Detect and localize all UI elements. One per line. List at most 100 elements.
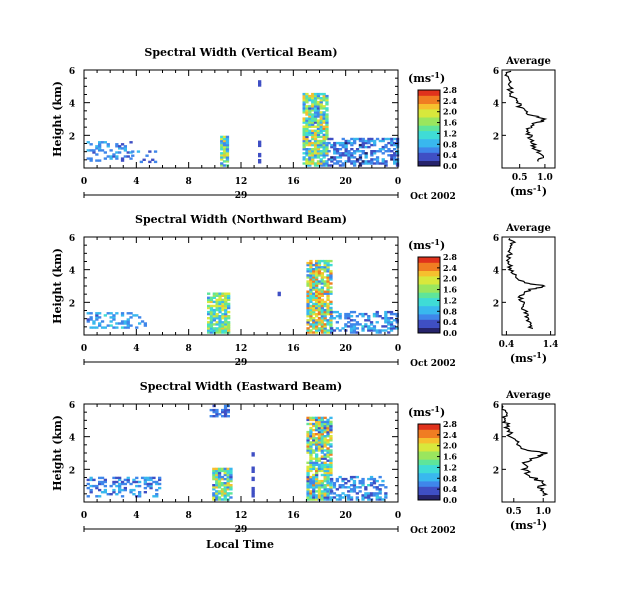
heatmap-cell (358, 162, 363, 165)
heatmap-cell (305, 133, 309, 137)
heatmap-cell (320, 276, 324, 279)
heatmap-cell (312, 298, 316, 302)
heatmap-cell (325, 113, 329, 116)
heatmap-cell (115, 145, 119, 148)
heatmap-cell (302, 162, 306, 165)
heatmap-cell (138, 484, 142, 488)
heatmap-cell (353, 164, 357, 167)
heatmap-cell (361, 484, 365, 487)
heatmap-cell (309, 437, 313, 440)
average-frame (501, 69, 556, 169)
heatmap-cell (311, 135, 315, 139)
heatmap-cell (217, 473, 222, 477)
heatmap-cell (225, 152, 230, 155)
heatmap-cell (223, 498, 227, 501)
heatmap-cell (309, 443, 313, 446)
heatmap-cell (312, 443, 316, 446)
heatmap-cell (316, 162, 321, 165)
heatmap-cell (375, 160, 380, 163)
heatmap-cell (123, 326, 127, 329)
heatmap-cell (305, 152, 309, 155)
colorbar-swatch (418, 445, 440, 449)
heatmap-cell (312, 284, 316, 287)
heatmap-cell (109, 312, 113, 315)
heatmap-cell (212, 312, 216, 316)
heatmap-cell (95, 159, 99, 162)
heatmap-cell (312, 496, 316, 499)
heatmap-cell (308, 148, 312, 151)
heatmap-cell (305, 158, 309, 161)
heatmap-cell (315, 276, 319, 279)
heatmap-cell (312, 437, 316, 440)
heatmap-cell (313, 115, 318, 118)
heatmap-cell (355, 150, 360, 153)
heatmap-cell (309, 263, 313, 267)
heatmap-cell (329, 276, 333, 279)
heatmap-cell (329, 286, 333, 289)
heatmap-cell (325, 148, 329, 151)
heatmap-cell (387, 150, 391, 153)
heatmap-cell (302, 139, 306, 143)
heatmap-cell (95, 153, 99, 156)
heatmap-cell (309, 259, 313, 263)
heatmap-cell (320, 319, 324, 322)
heatmap-cell (155, 482, 159, 486)
heatmap-cell (320, 492, 324, 495)
heatmap-cell (223, 477, 227, 481)
heatmap-cell (212, 294, 216, 297)
colorbar-swatch (418, 489, 440, 493)
heatmap-cell (306, 296, 310, 299)
heatmap-cell (395, 327, 399, 330)
heatmap-cell (212, 296, 216, 299)
heatmap-cell (320, 298, 324, 302)
heatmap-cell (126, 478, 130, 482)
heatmap-cell (227, 296, 231, 299)
heatmap-cell (338, 312, 342, 316)
colorbar-swatch (418, 327, 440, 331)
heatmap-cell (315, 323, 319, 326)
heatmap-cell (212, 475, 216, 479)
heatmap-cell (225, 145, 230, 149)
heatmap-cell (223, 486, 227, 489)
heatmap-cell (329, 424, 333, 428)
heatmap-cell (317, 282, 322, 285)
heatmap-cell (277, 293, 281, 297)
heatmap-cell (92, 326, 96, 329)
heatmap-cell (317, 488, 322, 491)
heatmap-cell (126, 318, 130, 321)
heatmap-cell (361, 498, 365, 501)
heatmap-cell (322, 143, 326, 147)
heatmap-cell (258, 159, 262, 162)
heatmap-cell (322, 92, 326, 96)
heatmap-cell (326, 259, 330, 263)
heatmap-cell (323, 494, 327, 497)
heatmap-cell (317, 261, 322, 265)
heatmap-cell (218, 298, 222, 302)
heatmap-cell (223, 490, 227, 493)
heatmap-cell (223, 471, 227, 475)
heatmap-cell (352, 488, 357, 491)
colorbar-tick-label: 1.6 (443, 118, 457, 128)
heatmap-cell (355, 327, 359, 330)
heatmap-cell (323, 467, 327, 471)
heatmap-cell (302, 107, 306, 110)
heatmap-cell (326, 447, 330, 450)
heatmap-cell (384, 494, 388, 497)
heatmap-cell (315, 479, 319, 483)
heatmap-cell (369, 327, 374, 330)
heatmap-cell (302, 145, 306, 149)
heatmap-cell (389, 317, 394, 320)
heatmap-cell (317, 439, 322, 442)
heatmap-cell (312, 433, 316, 436)
heatmap-cell (306, 329, 310, 332)
heatmap-cell (320, 310, 324, 314)
heatmap-cell (140, 476, 145, 480)
heatmap-cell (308, 99, 312, 102)
heatmap-cell (218, 304, 222, 308)
heatmap-cell (251, 491, 255, 494)
heatmap-cell (329, 282, 333, 285)
heatmap-cell (89, 149, 93, 152)
colorbar-swatch (418, 434, 440, 438)
heatmap-cell (306, 465, 310, 469)
heatmap-cell (302, 133, 306, 137)
